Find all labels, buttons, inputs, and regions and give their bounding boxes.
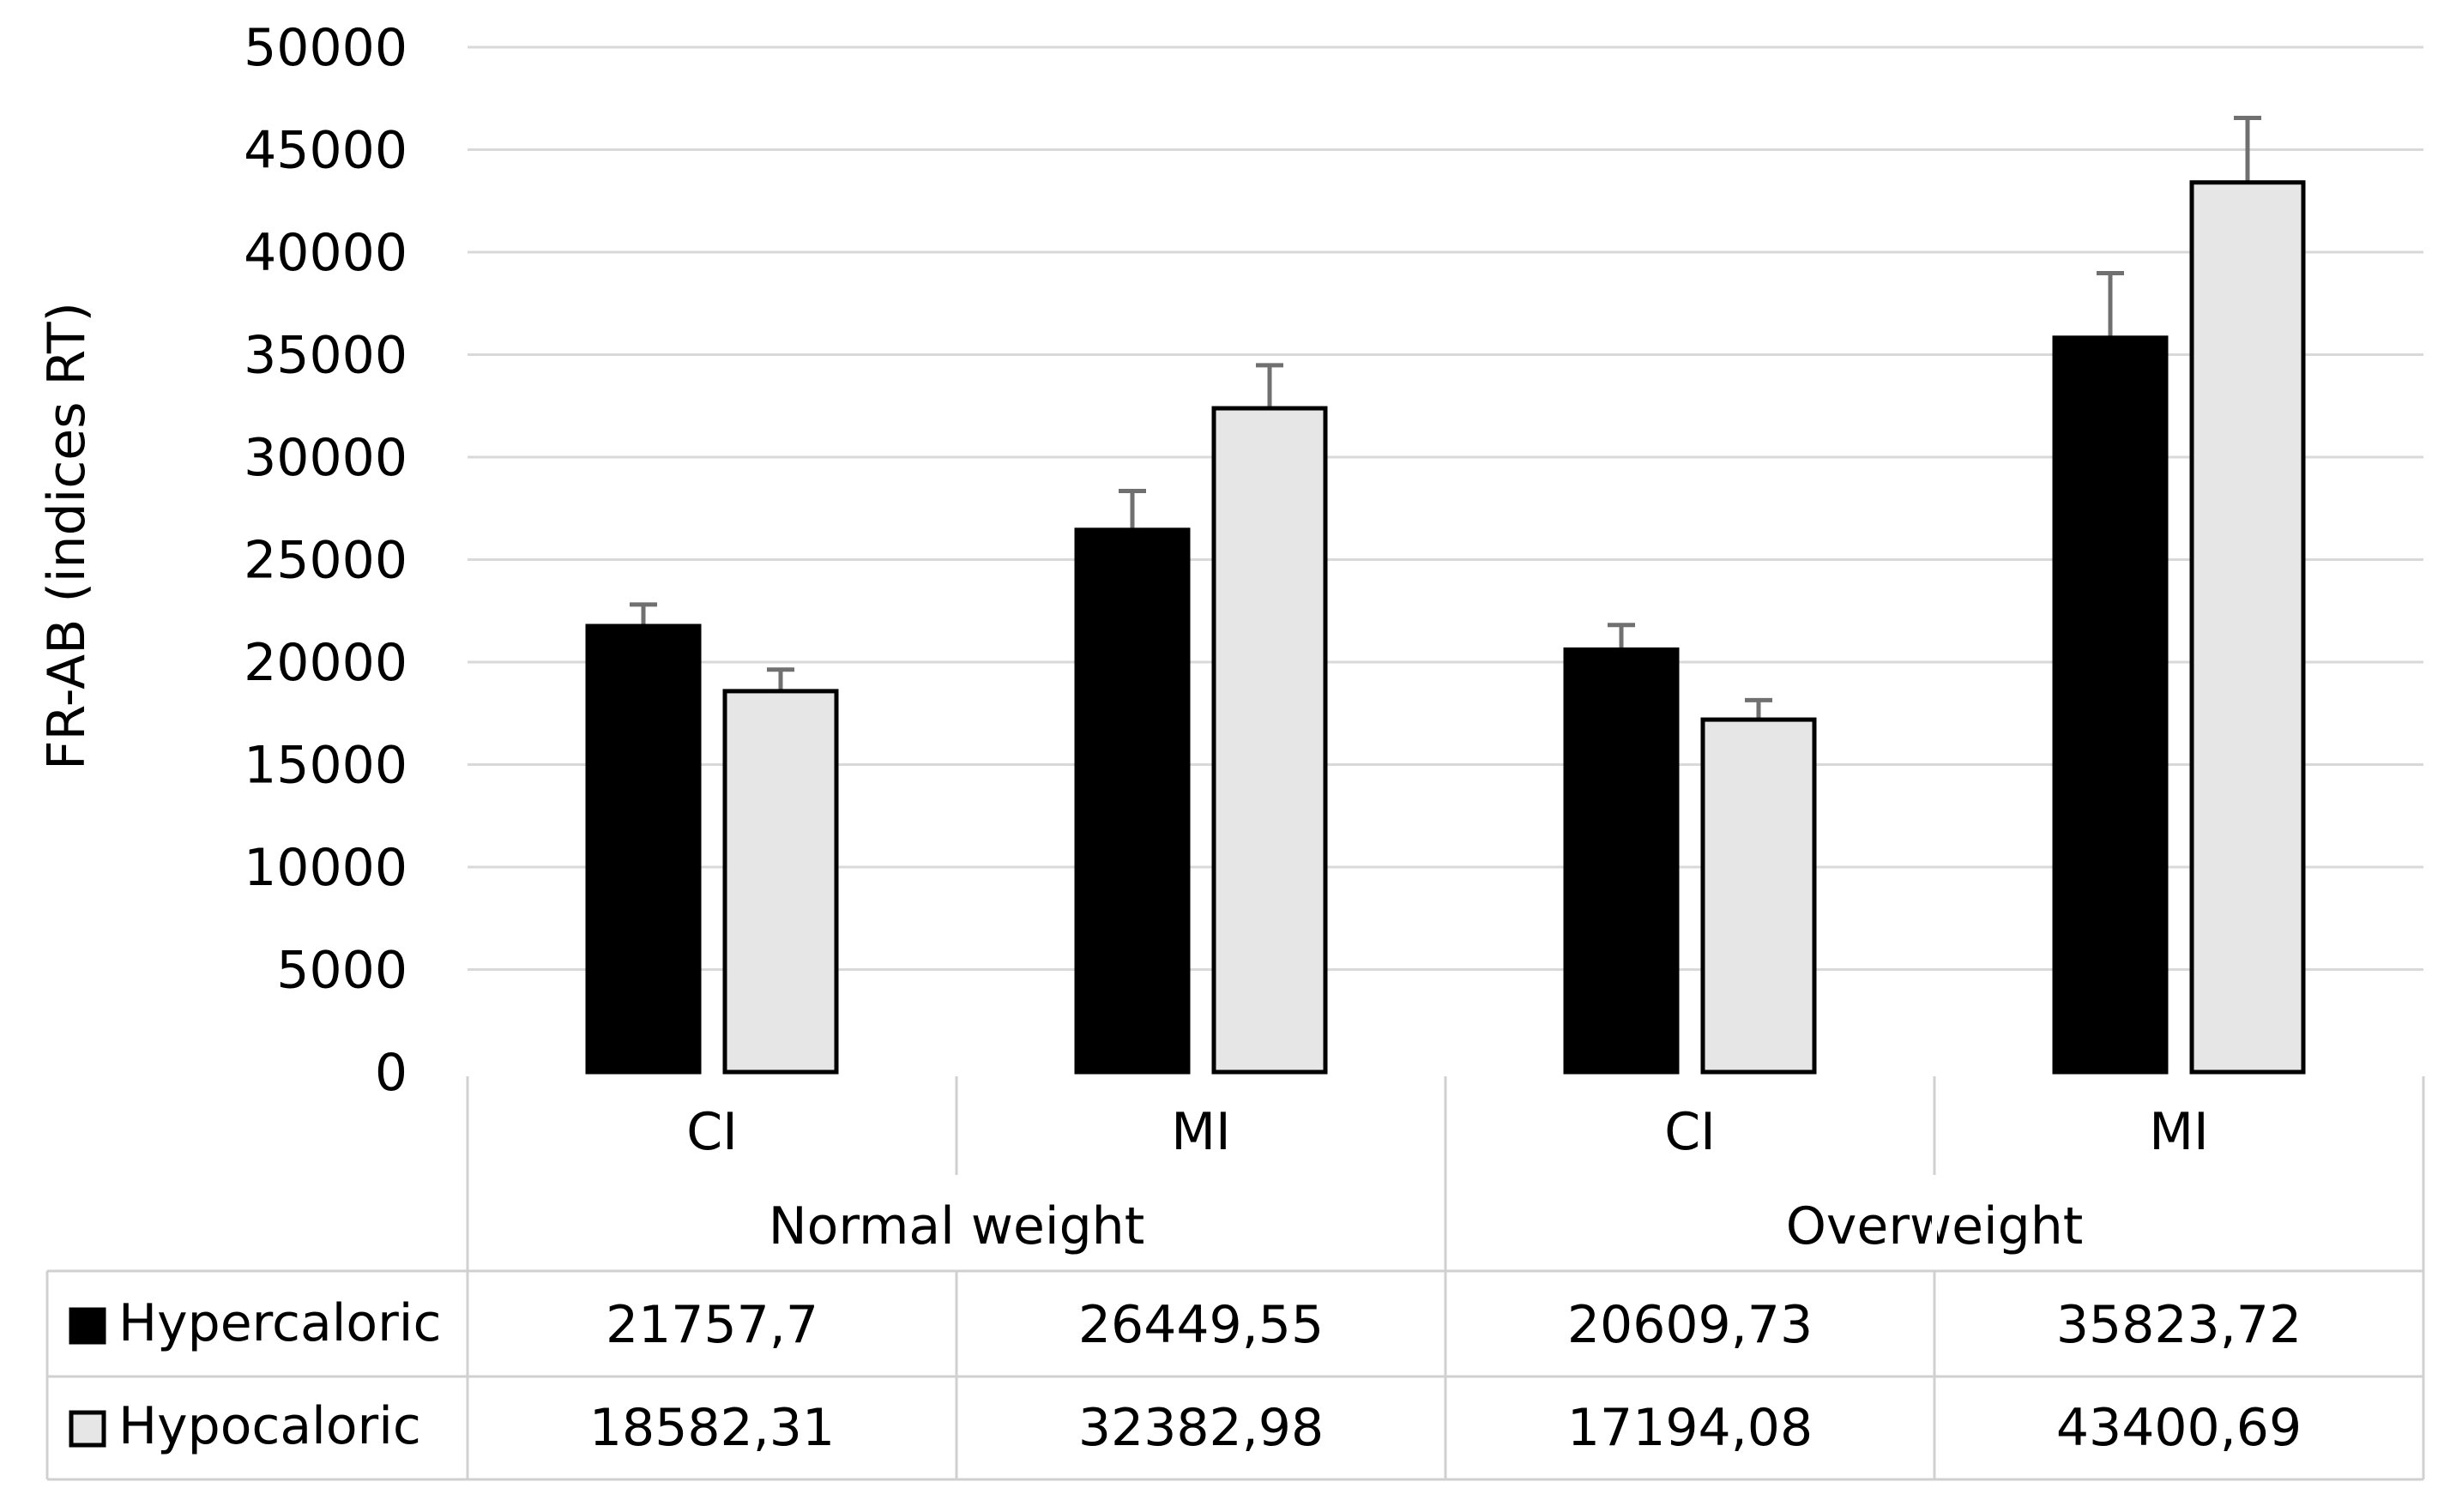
legend-swatch-hypocaloric (69, 1410, 106, 1448)
category-label: CI (686, 1102, 738, 1162)
y-tick-label: 5000 (276, 941, 407, 1001)
category-label: MI (2149, 1102, 2208, 1162)
y-tick-label: 0 (375, 1043, 407, 1103)
y-tick-label: 50000 (244, 18, 407, 78)
y-tick-label: 25000 (244, 531, 407, 591)
data-label: 43400,69 (2056, 1398, 2302, 1458)
legend-swatch-hypercaloric (69, 1307, 106, 1345)
data-label: 17194,08 (1567, 1398, 1813, 1458)
table-mask (1932, 1175, 1937, 1271)
y-tick-label: 35000 (244, 326, 407, 386)
y-axis: 0 5000 10000 15000 20000 25000 30000 35000 40000… (244, 18, 407, 1103)
data-label: 32382,98 (1078, 1398, 1324, 1458)
legend-label: Hypocaloric (118, 1396, 421, 1456)
data-label: 18582,31 (589, 1398, 835, 1458)
legend-label: Hypercaloric (118, 1293, 441, 1353)
y-tick-label: 10000 (244, 838, 407, 898)
bar-hypocaloric (1211, 406, 1328, 1075)
data-label: 35823,72 (2056, 1295, 2302, 1355)
bar-hypocaloric (1700, 717, 1817, 1075)
table-mask (954, 1175, 959, 1271)
data-label: 26449,55 (1078, 1295, 1324, 1355)
y-tick-label: 45000 (244, 121, 407, 181)
bar-hypocaloric (722, 689, 839, 1075)
y-tick-label: 30000 (244, 428, 407, 488)
bar-hypercaloric (585, 623, 702, 1075)
bars (585, 115, 2306, 1075)
bar-hypercaloric (2052, 335, 2169, 1075)
data-label: 20609,73 (1567, 1295, 1813, 1355)
y-tick-label: 15000 (244, 736, 407, 796)
y-axis-title: FR-AB (indices RT) (37, 302, 97, 770)
bar-hypocaloric (2189, 180, 2306, 1075)
category-label: CI (1664, 1102, 1716, 1162)
y-tick-label: 40000 (244, 223, 407, 283)
y-tick-label: 20000 (244, 633, 407, 693)
bar-hypercaloric (1074, 527, 1191, 1075)
data-label: 21757,7 (606, 1295, 818, 1355)
bar-hypercaloric (1563, 647, 1680, 1075)
category-label: MI (1171, 1102, 1230, 1162)
